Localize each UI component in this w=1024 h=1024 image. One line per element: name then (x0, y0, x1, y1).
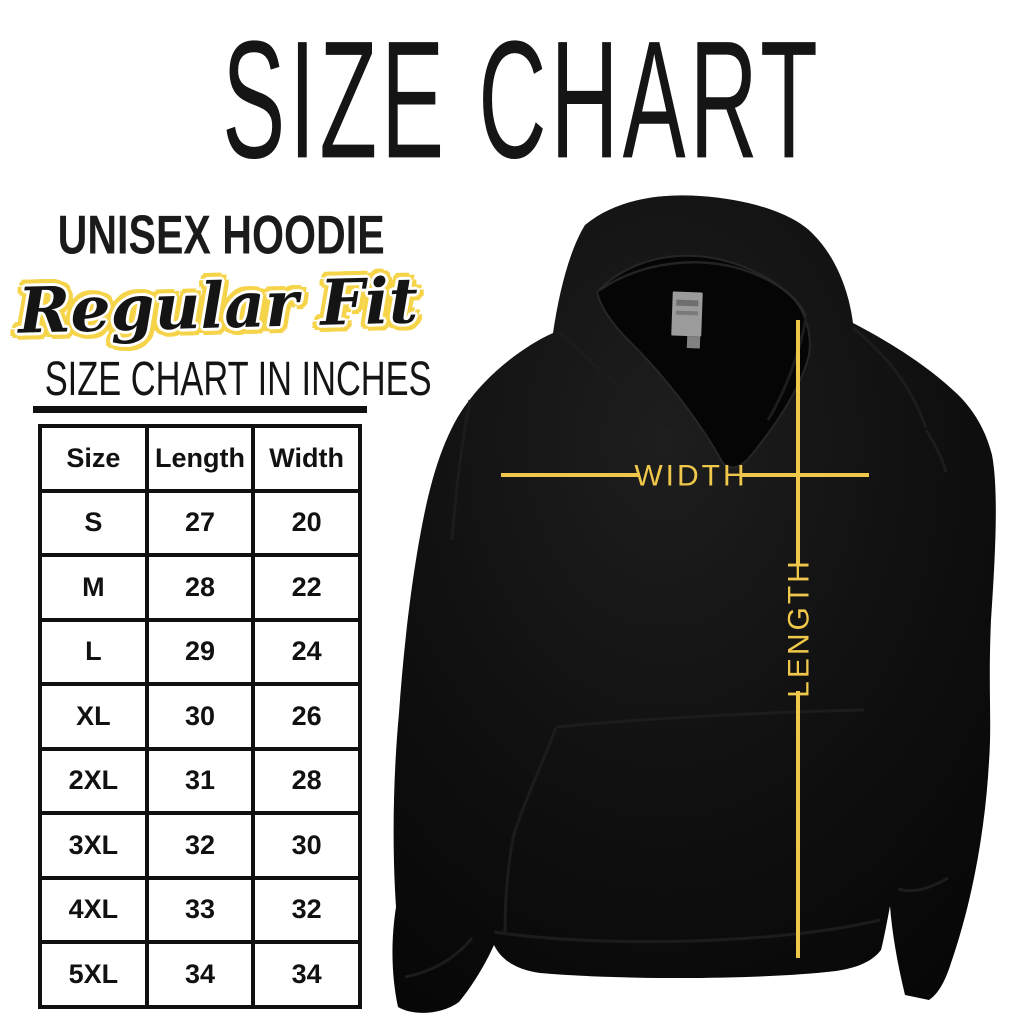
product-name: UNISEX HOODIE (57, 205, 385, 266)
hoodie-photo: WIDTH LENGTH (392, 195, 996, 1013)
table-row: 4XL 33 32 (38, 875, 362, 944)
brand-tag (671, 291, 703, 349)
size-table: Size Length Width S 27 20 M 28 22 L 29 24 XL 30 26 2XL… (38, 424, 362, 1009)
table-cell: 34 (251, 940, 362, 1009)
table-cell: 33 (144, 875, 256, 944)
table-row: 5XL 34 34 (38, 940, 362, 1009)
table-row: 3XL 32 30 (38, 811, 362, 880)
table-cell: 27 (144, 488, 256, 557)
table-cell: 28 (251, 746, 362, 815)
table-row: M 28 22 (38, 553, 362, 622)
table-cell: L (38, 617, 149, 686)
hoodie-body (392, 195, 996, 1013)
size-table-header: Size Length Width (38, 424, 362, 493)
table-heading-underline (33, 406, 367, 413)
table-header-row: Size Length Width (38, 424, 362, 493)
table-row: S 27 20 (38, 488, 362, 557)
table-cell: 28 (144, 553, 256, 622)
table-cell: 32 (251, 875, 362, 944)
table-row: 2XL 31 28 (38, 746, 362, 815)
garment-seams (404, 317, 949, 979)
table-cell: 2XL (38, 746, 149, 815)
table-cell: 30 (251, 811, 362, 880)
table-cell: 26 (251, 682, 362, 751)
table-cell: M (38, 553, 149, 622)
hood-rim-highlight (599, 261, 808, 317)
fit-label-text: Regular Fit (17, 263, 419, 348)
fit-label: Regular Fit Regular Fit Regular Fit (17, 258, 419, 358)
table-cell: 34 (144, 940, 256, 1009)
size-table-body: S 27 20 M 28 22 L 29 24 XL 30 26 2XL 31 28 3XL 32 30 4XL 33… (38, 488, 362, 1009)
column-header: Size (38, 424, 149, 493)
table-cell: S (38, 488, 149, 557)
table-cell: 32 (144, 811, 256, 880)
column-header: Width (251, 424, 362, 493)
table-cell: XL (38, 682, 149, 751)
hood-opening (595, 254, 811, 469)
table-cell: 5XL (38, 940, 149, 1009)
table-cell: 3XL (38, 811, 149, 880)
table-cell: 22 (251, 553, 362, 622)
table-cell: 4XL (38, 875, 149, 944)
table-cell: 30 (144, 682, 256, 751)
column-header: Length (144, 424, 256, 493)
table-cell: 29 (144, 617, 256, 686)
table-row: XL 30 26 (38, 682, 362, 751)
table-cell: 24 (251, 617, 362, 686)
table-cell: 31 (144, 746, 256, 815)
table-row: L 29 24 (38, 617, 362, 686)
measurement-lines (501, 320, 869, 958)
length-label: LENGTH (783, 558, 816, 698)
page-title: SIZE CHART (222, 6, 822, 195)
width-label: WIDTH (634, 460, 747, 493)
table-cell: 20 (251, 488, 362, 557)
table-heading: SIZE CHART IN INCHES (44, 352, 432, 406)
